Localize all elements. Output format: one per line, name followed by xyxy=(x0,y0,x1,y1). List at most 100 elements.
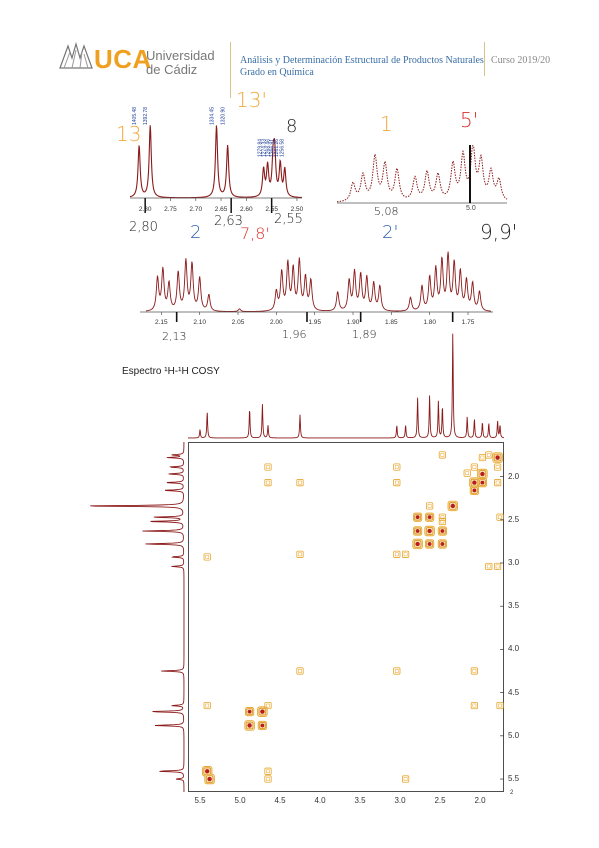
cosy-peak xyxy=(264,463,272,471)
cosy-peak xyxy=(496,701,504,710)
cosy-peak-contour xyxy=(498,515,502,520)
cosy-x-tick-label: 3.0 xyxy=(394,796,406,805)
cosy-peak-core xyxy=(427,515,432,520)
cosy-peak-contour xyxy=(205,775,214,783)
cosy-peak-contour xyxy=(414,527,421,535)
spectrum-c-tick-label: 1.95 xyxy=(308,319,321,326)
annotation-2-63: 2,63 xyxy=(214,214,243,229)
cosy-peak-core xyxy=(480,480,485,485)
annotation-13-prime: 13' xyxy=(236,88,267,112)
cosy-peak-core xyxy=(260,709,265,714)
cosy-peak-core xyxy=(415,515,420,520)
cosy-peak xyxy=(264,767,272,775)
cosy-peak-contour xyxy=(495,480,500,485)
cosy-x-tick-label: 3.5 xyxy=(354,796,366,805)
cosy-peak xyxy=(393,463,401,471)
header-divider-left xyxy=(230,42,231,98)
cosy-peak-contour xyxy=(465,471,470,475)
spectrum-c-tick-label: 1.85 xyxy=(385,319,398,326)
cosy-peak xyxy=(470,463,479,471)
cosy-peak-core xyxy=(495,455,500,460)
annotation-9-9-prime: 9,9' xyxy=(480,220,518,244)
spectrum-c-tick-label: 2.15 xyxy=(155,319,168,326)
cosy-x-tick-label: 2.5 xyxy=(434,796,446,805)
cosy-x-tick-label: 4.5 xyxy=(274,796,286,805)
cosy-peak xyxy=(296,667,304,675)
spectrum-a-peak-label: 1279.84 xyxy=(258,139,264,157)
cosy-peak-contour xyxy=(479,479,486,486)
cosy-peak-core xyxy=(472,480,477,485)
cosy-x-tick-label: 5.0 xyxy=(234,796,246,805)
spectrum-a-peak-label: 1392.78 xyxy=(143,107,149,125)
cosy-peak xyxy=(264,701,272,710)
spectrum-c: 2.15 2.10 2.05 2.00 1.95 1.90 1.85 1.80 1.75 xyxy=(140,251,493,326)
spectrum-c-tick-label: 2.05 xyxy=(232,319,245,326)
cosy-top-projection xyxy=(188,333,504,439)
annotation-2: 2 xyxy=(190,222,202,243)
spectrum-a-peak-label: 1320.90 xyxy=(221,107,227,125)
spectrum-c-tick-label: 1.80 xyxy=(423,319,436,326)
cosy-peak-core xyxy=(472,488,477,493)
spectrum-a-tick-label: 2.70 xyxy=(189,206,202,213)
cosy-peak xyxy=(264,479,272,487)
cosy-peak xyxy=(493,562,502,571)
cosy-peak xyxy=(393,667,401,675)
cosy-peak-contour xyxy=(403,777,408,781)
cosy-peak-core xyxy=(205,769,210,774)
cosy-peak-contour xyxy=(394,480,399,485)
cosy-peak-contour xyxy=(205,703,210,708)
cosy-y-tick-label: 4.5 xyxy=(508,687,520,697)
spectrum-c-tick-label: 2.00 xyxy=(270,319,283,326)
cosy-peak-contour xyxy=(413,540,422,548)
cosy-peak-contour xyxy=(472,703,477,708)
spectrum-a-peak-label: 1405.48 xyxy=(132,107,138,125)
annotation-5-08: 5,08 xyxy=(374,205,399,218)
cosy-peak-contour xyxy=(245,721,254,730)
cosy-peak xyxy=(485,562,493,571)
cosy-peak xyxy=(296,479,304,487)
cosy-y-tick-label: 3.0 xyxy=(508,557,520,567)
cosy-peak-core xyxy=(415,541,420,547)
cosy-y-tick-label: 5.0 xyxy=(508,730,520,740)
cosy-peak-core xyxy=(247,709,252,714)
cosy-x-axis: 5.5 5.0 4.5 4.0 3.5 3.0 2.5 2.0 xyxy=(188,792,504,812)
cosy-y-tick-label: 5.5 xyxy=(508,774,520,784)
cosy-peak-contour xyxy=(298,669,302,673)
cosy-left-projection xyxy=(90,442,185,792)
cosy-peak-contour xyxy=(403,552,408,557)
cosy-peak xyxy=(438,451,446,459)
cosy-peak xyxy=(470,667,479,675)
cosy-peak-contour xyxy=(440,519,445,524)
annotation-1: 1 xyxy=(380,112,393,136)
spectrum-c-tick-label: 1.75 xyxy=(462,319,475,326)
spectrum-a-tick-label: 2.75 xyxy=(164,206,177,213)
cosy-peak-core xyxy=(427,528,432,534)
cosy-peak-core xyxy=(450,503,455,509)
cosy-peak xyxy=(401,550,410,558)
spectrum-a-peak-label: 1256.58 xyxy=(279,139,285,157)
spectrum-a-peak-label: 1266.91 xyxy=(270,139,276,157)
cosy-peak-contour xyxy=(258,707,267,716)
cosy-peak-contour xyxy=(266,777,270,781)
cosy-peak-contour xyxy=(498,703,502,708)
cosy-peak xyxy=(401,775,410,783)
cosy-peak-contour xyxy=(394,552,399,557)
cosy-peak xyxy=(485,451,493,459)
uca-logo-text: UCA xyxy=(94,44,152,74)
cosy-peak-contour xyxy=(425,527,434,535)
spectrum-a-tick-label: 2.65 xyxy=(215,206,228,213)
cosy-peak-contour xyxy=(478,470,487,478)
university-name-line2: de Cádiz xyxy=(146,62,198,77)
cosy-x-tick-label: 4.0 xyxy=(314,796,326,805)
spectrum-a-peak-label: 1268.46 xyxy=(266,139,272,157)
spectrum-a-peak-label: 1261.26 xyxy=(274,139,280,157)
cosy-peak-contour xyxy=(394,465,399,469)
annotation-7-8-prime: 7,8' xyxy=(240,224,270,243)
cosy-peak xyxy=(296,550,304,558)
cosy-peak-contour xyxy=(259,722,266,729)
annotation-2-prime: 2' xyxy=(382,222,399,243)
cosy-plot xyxy=(188,442,504,792)
annotation-1-96: 1,96 xyxy=(282,328,307,341)
cosy-peak-contour xyxy=(426,513,433,521)
spectrum-a-tick-label: 2.50 xyxy=(291,206,304,213)
